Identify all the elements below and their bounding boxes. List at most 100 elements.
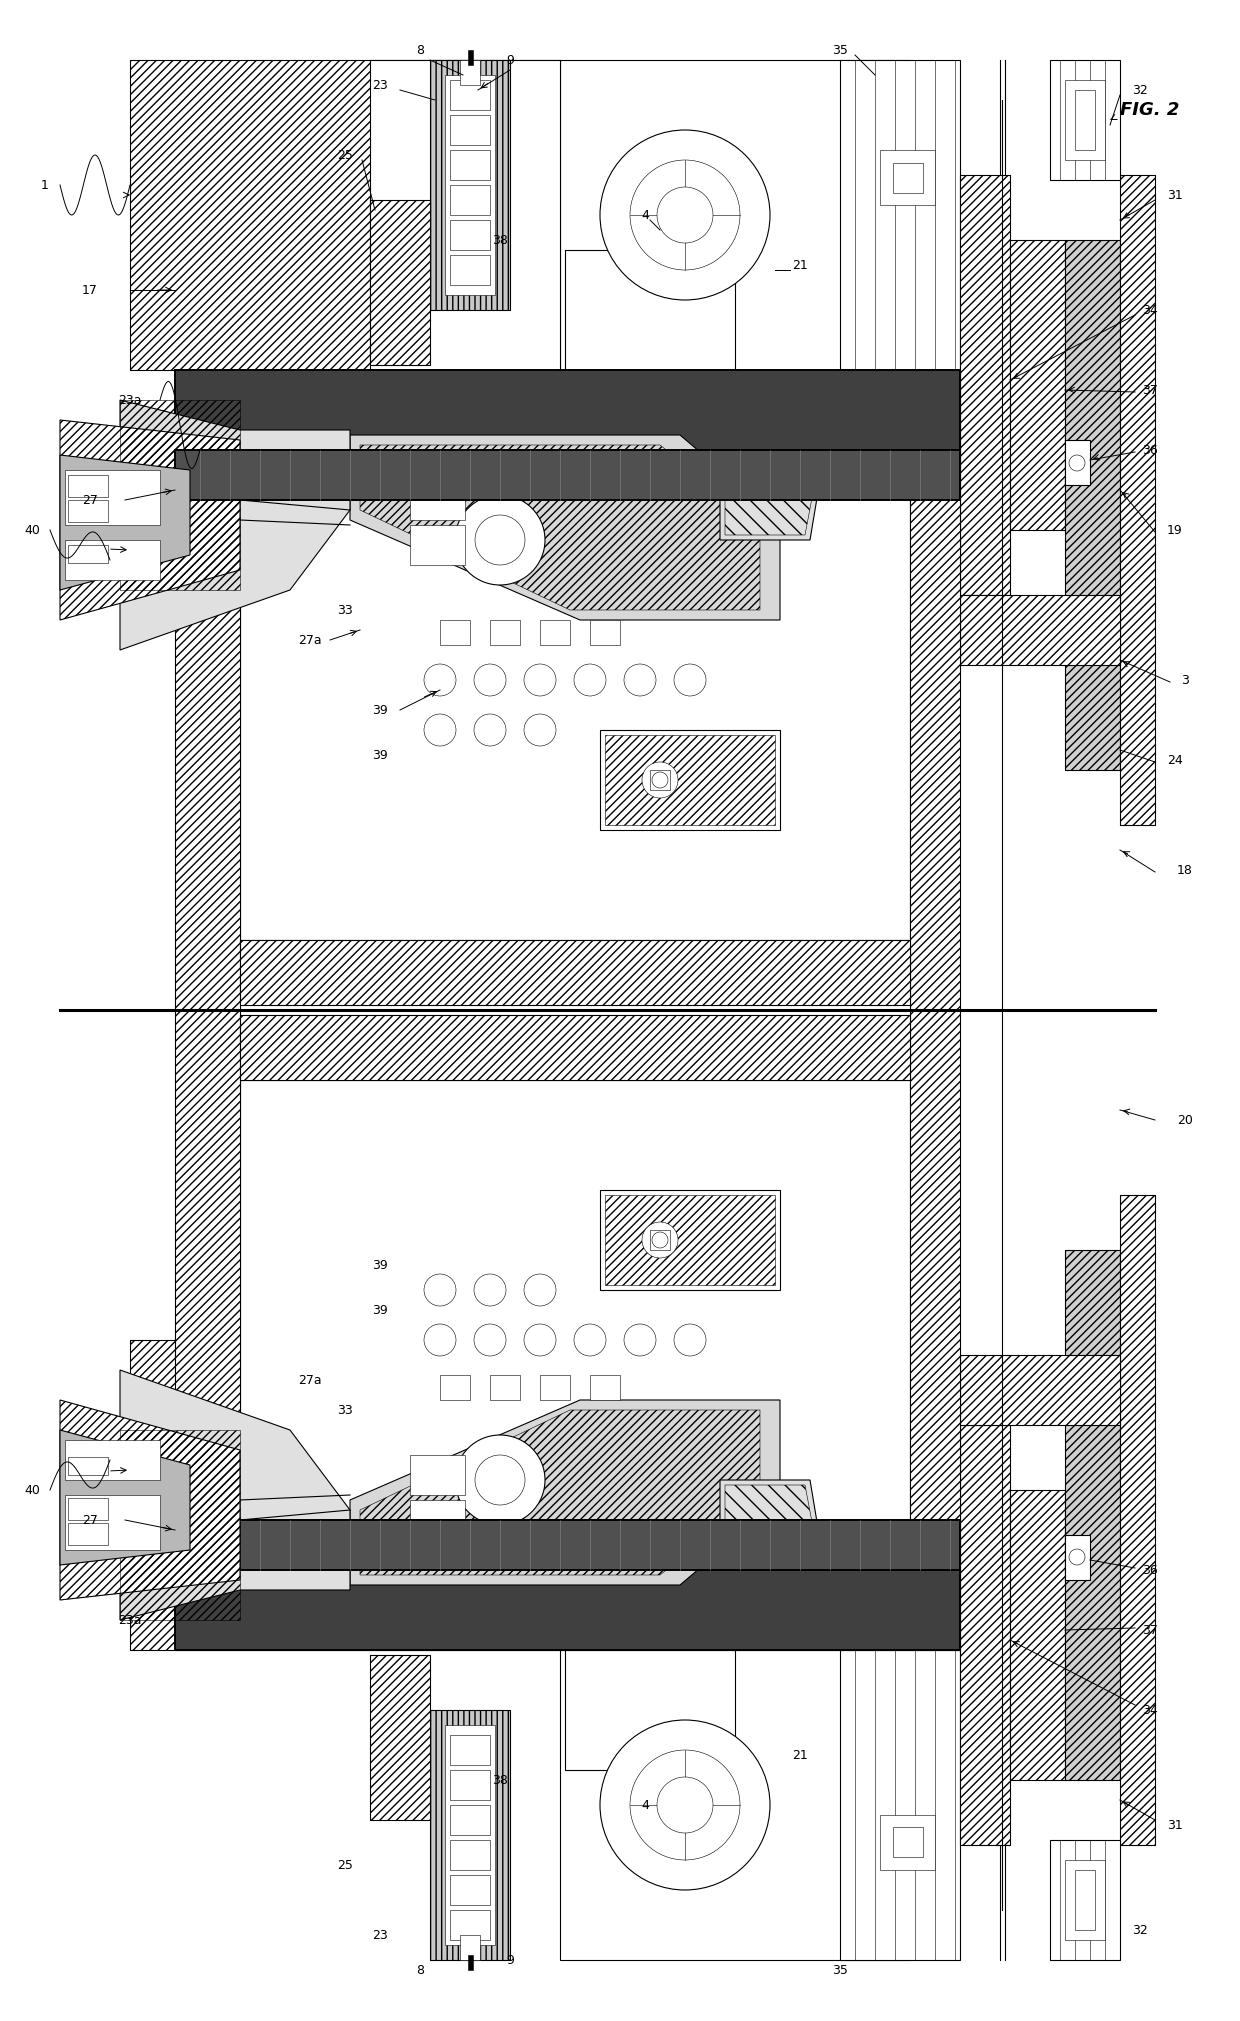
- Circle shape: [624, 665, 656, 695]
- Text: 23: 23: [372, 1928, 388, 1942]
- Text: 9: 9: [506, 53, 513, 67]
- Polygon shape: [720, 1479, 820, 1564]
- Text: 27a: 27a: [298, 633, 322, 647]
- Circle shape: [455, 1435, 546, 1526]
- Bar: [490, 1374, 520, 1401]
- Bar: [68, 1457, 108, 1475]
- Bar: [1065, 240, 1120, 770]
- Bar: [175, 1010, 241, 1649]
- Text: 20: 20: [1177, 1114, 1193, 1126]
- Text: 36: 36: [1142, 443, 1158, 457]
- Bar: [130, 61, 560, 370]
- Bar: [605, 1194, 775, 1285]
- Bar: [450, 115, 490, 146]
- Polygon shape: [720, 455, 820, 540]
- Text: 21: 21: [792, 1748, 808, 1762]
- Bar: [370, 200, 430, 366]
- Bar: [175, 1010, 241, 1649]
- Text: 25: 25: [337, 148, 353, 162]
- Text: 18: 18: [1177, 863, 1193, 877]
- Circle shape: [475, 515, 525, 566]
- Bar: [960, 594, 1120, 665]
- Text: 4: 4: [641, 208, 649, 222]
- Bar: [175, 451, 960, 499]
- Circle shape: [525, 713, 556, 746]
- Circle shape: [525, 1324, 556, 1356]
- Bar: [467, 51, 472, 65]
- Text: 27: 27: [82, 493, 98, 507]
- Polygon shape: [350, 435, 780, 620]
- Text: 32: 32: [1132, 83, 1148, 97]
- Circle shape: [424, 1273, 456, 1306]
- Bar: [590, 1374, 620, 1401]
- Bar: [460, 1934, 480, 1960]
- Bar: [68, 1524, 108, 1544]
- Bar: [410, 1500, 465, 1540]
- Bar: [130, 1340, 560, 1649]
- Text: 32: 32: [1132, 1924, 1148, 1936]
- Bar: [960, 176, 1011, 594]
- Bar: [450, 150, 490, 180]
- Bar: [1120, 1194, 1154, 1845]
- Bar: [430, 61, 510, 309]
- Circle shape: [475, 1455, 525, 1506]
- Bar: [1075, 91, 1095, 150]
- Bar: [241, 370, 910, 435]
- Bar: [175, 370, 241, 1010]
- Text: 21: 21: [792, 259, 808, 271]
- Bar: [450, 1805, 490, 1835]
- Circle shape: [1069, 455, 1085, 471]
- Text: 3: 3: [1180, 673, 1189, 687]
- Bar: [960, 594, 1120, 665]
- Text: 27: 27: [82, 1514, 98, 1526]
- Circle shape: [424, 665, 456, 695]
- Text: 31: 31: [1167, 1819, 1183, 1831]
- Circle shape: [424, 1324, 456, 1356]
- Polygon shape: [60, 455, 190, 590]
- Bar: [539, 1374, 570, 1401]
- Polygon shape: [120, 1370, 350, 1621]
- Bar: [910, 370, 960, 1010]
- Text: 8: 8: [415, 44, 424, 57]
- Text: 27a: 27a: [298, 1374, 322, 1386]
- Text: 35: 35: [832, 44, 848, 57]
- Circle shape: [652, 772, 668, 788]
- Bar: [960, 1354, 1120, 1425]
- Bar: [560, 1649, 910, 1960]
- Bar: [650, 1231, 670, 1251]
- Circle shape: [630, 160, 740, 271]
- Text: 39: 39: [372, 1304, 388, 1316]
- Circle shape: [600, 129, 770, 299]
- Bar: [1050, 61, 1120, 180]
- Bar: [430, 1710, 510, 1960]
- Bar: [175, 1520, 960, 1570]
- Text: 39: 39: [372, 748, 388, 762]
- Bar: [370, 61, 560, 370]
- Bar: [467, 1954, 472, 1970]
- Bar: [910, 1010, 960, 1649]
- Text: 23a: 23a: [118, 394, 141, 406]
- Bar: [1065, 1251, 1120, 1781]
- Bar: [241, 1584, 910, 1649]
- Text: 23: 23: [372, 79, 388, 91]
- Circle shape: [1069, 1548, 1085, 1564]
- Bar: [440, 1374, 470, 1401]
- Circle shape: [474, 1324, 506, 1356]
- Bar: [175, 1570, 960, 1649]
- Text: 8: 8: [415, 1964, 424, 1977]
- Circle shape: [657, 1776, 713, 1833]
- Text: 33: 33: [337, 604, 353, 616]
- Circle shape: [642, 762, 678, 798]
- Circle shape: [474, 713, 506, 746]
- Circle shape: [424, 713, 456, 746]
- Circle shape: [600, 1720, 770, 1890]
- Bar: [370, 1655, 430, 1821]
- Bar: [605, 736, 775, 825]
- Bar: [68, 499, 108, 521]
- Text: 38: 38: [492, 1774, 508, 1787]
- Bar: [1011, 1489, 1065, 1781]
- Bar: [120, 1431, 241, 1621]
- Bar: [565, 251, 735, 370]
- Bar: [130, 61, 560, 370]
- Bar: [450, 81, 490, 109]
